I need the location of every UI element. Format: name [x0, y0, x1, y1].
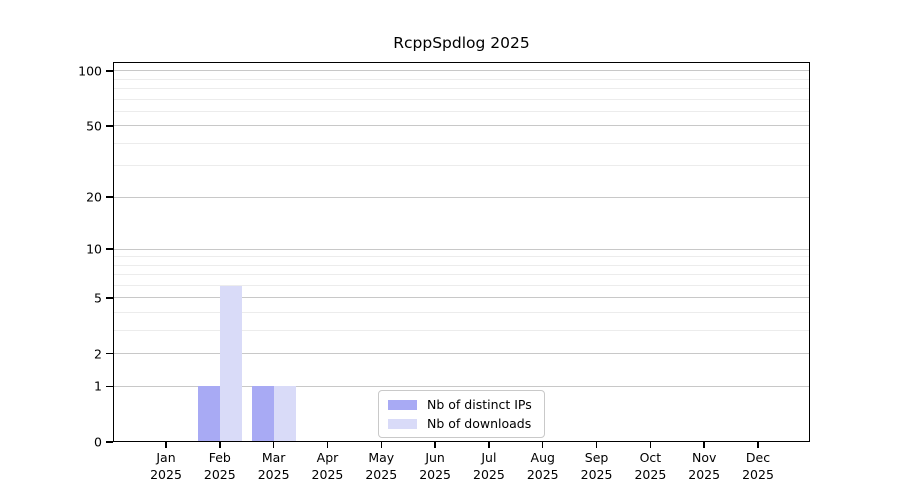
minor-gridline: [113, 165, 810, 167]
y-tick-label: 100: [78, 63, 102, 79]
x-tick-mark: [165, 442, 167, 448]
x-tick-mark: [541, 442, 544, 448]
y-tick-mark: [106, 352, 113, 355]
major-gridline: [113, 353, 810, 355]
y-tick-label: 20: [86, 189, 102, 205]
legend-swatch-distinct-ips: [388, 399, 417, 410]
y-tick-mark: [106, 70, 113, 72]
minor-gridline: [113, 78, 810, 80]
x-tick-label: Jul 2025: [473, 450, 505, 482]
major-gridline: [113, 70, 810, 72]
x-tick-mark: [219, 442, 221, 448]
chart-title: RcppSpdlog 2025: [393, 34, 530, 52]
y-tick-mark: [106, 196, 113, 198]
legend-swatch-downloads: [388, 418, 417, 429]
legend-row: Nb of distinct IPs: [388, 397, 532, 412]
x-tick-label: Apr 2025: [311, 450, 344, 482]
y-tick-label: 2: [94, 346, 102, 362]
minor-gridline: [113, 110, 810, 112]
x-tick-label: Nov 2025: [688, 450, 721, 482]
x-tick-label: Jun 2025: [419, 450, 451, 482]
y-tick-label: 10: [86, 241, 102, 257]
major-gridline: [113, 125, 810, 127]
x-tick-mark: [380, 442, 383, 448]
x-tick-label: Dec 2025: [742, 450, 774, 482]
minor-gridline: [113, 312, 810, 314]
x-tick-mark: [649, 442, 652, 448]
minor-gridline: [113, 285, 810, 287]
legend: Nb of distinct IPs Nb of downloads: [378, 390, 545, 438]
bar-nb-of-distinct-ips-feb-2025: [197, 386, 220, 442]
y-tick-label: 1: [94, 378, 102, 394]
major-gridline: [113, 385, 810, 387]
y-tick-mark: [106, 248, 113, 250]
major-gridline: [113, 248, 810, 250]
legend-label-distinct-ips: Nb of distinct IPs: [427, 397, 532, 412]
legend-row: Nb of downloads: [388, 416, 532, 431]
x-tick-mark: [488, 442, 490, 448]
major-gridline: [113, 196, 810, 198]
y-tick-mark: [106, 385, 113, 388]
minor-gridline: [113, 330, 810, 332]
legend-label-downloads: Nb of downloads: [427, 416, 532, 431]
y-tick-mark: [106, 441, 113, 443]
x-tick-label: Sep 2025: [580, 450, 613, 482]
minor-gridline: [113, 98, 810, 100]
minor-gridline: [113, 256, 810, 258]
minor-gridline: [113, 264, 810, 266]
y-tick-label: 5: [94, 290, 102, 306]
x-tick-mark: [326, 442, 329, 448]
minor-gridline: [113, 274, 810, 276]
minor-gridline: [113, 142, 810, 144]
x-tick-label: Feb 2025: [203, 450, 236, 482]
y-tick-label: 0: [94, 434, 102, 450]
plot-area: [113, 62, 810, 442]
x-tick-mark: [703, 442, 705, 448]
y-tick-mark: [106, 125, 113, 127]
x-tick-label: Aug 2025: [526, 450, 559, 482]
bar-nb-of-distinct-ips-mar-2025: [251, 386, 274, 442]
x-tick-mark: [757, 442, 759, 448]
y-tick-label: 50: [86, 118, 102, 134]
major-gridline: [113, 297, 810, 299]
x-tick-label: Mar 2025: [257, 450, 290, 482]
x-tick-label: Oct 2025: [634, 450, 667, 482]
x-tick-mark: [595, 442, 598, 448]
x-tick-mark: [272, 442, 275, 448]
y-tick-mark: [106, 297, 113, 299]
x-tick-mark: [434, 442, 436, 448]
x-tick-label: May 2025: [365, 450, 398, 482]
bar-nb-of-downloads-mar-2025: [273, 386, 296, 442]
bar-nb-of-downloads-feb-2025: [219, 285, 242, 442]
x-tick-label: Jan 2025: [150, 450, 182, 482]
minor-gridline: [113, 88, 810, 90]
